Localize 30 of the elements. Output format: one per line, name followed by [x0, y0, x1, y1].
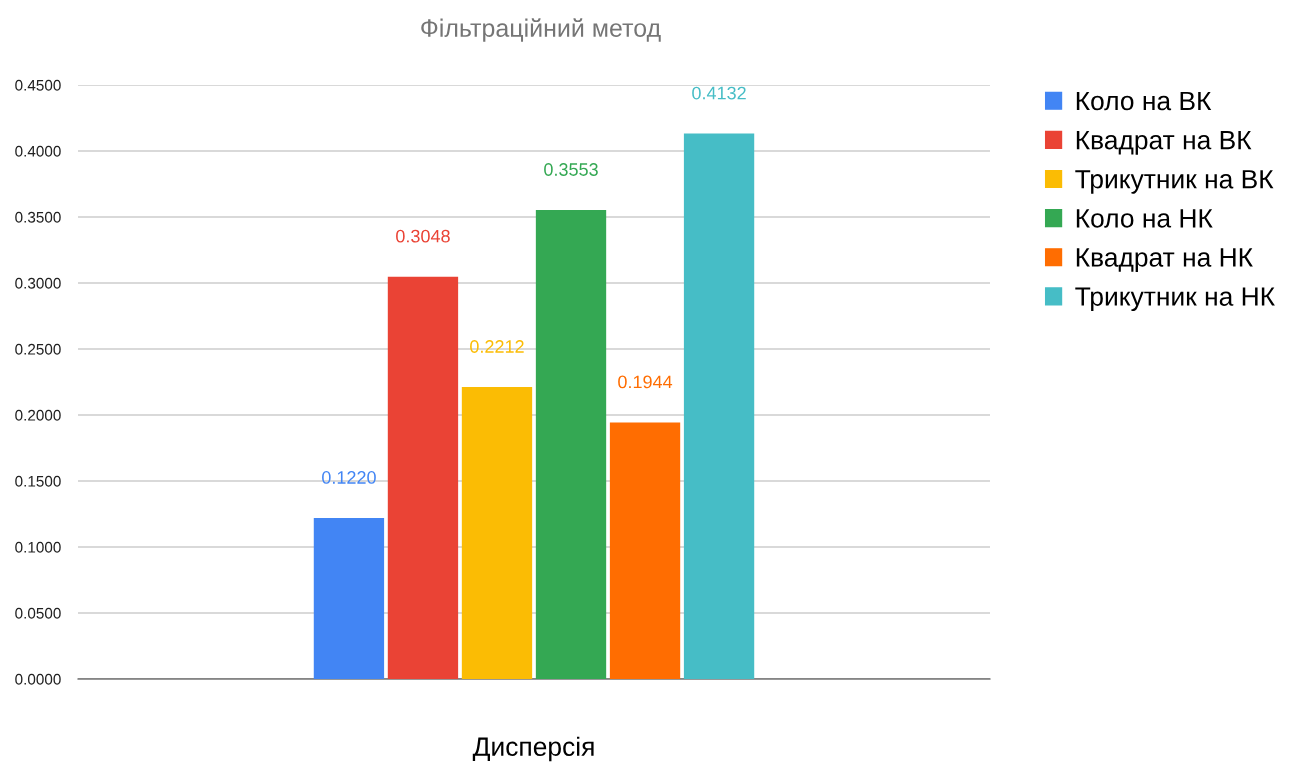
y-tick-label: 0.4500	[15, 79, 61, 91]
data-label: 0.3048	[396, 229, 450, 243]
data-label: 0.4132	[692, 86, 746, 100]
legend-label: Квадрат на ВК	[1076, 131, 1252, 155]
x-axis-title: Дисперсія	[472, 736, 594, 762]
y-tick-label: 0.2500	[15, 343, 61, 355]
data-label: 0.2212	[470, 340, 524, 353]
bar	[313, 517, 385, 679]
legend-label: Трикутник на НК	[1075, 287, 1275, 312]
bar	[683, 133, 755, 679]
legend-label: Коло на НК	[1076, 209, 1213, 228]
bar	[609, 422, 681, 679]
y-tick-label: 0.1500	[15, 475, 61, 487]
bar	[535, 210, 607, 679]
data-label: 0.1220	[322, 471, 376, 484]
y-tick-label: 0.0500	[15, 607, 61, 619]
y-tick-label: 0.1000	[15, 541, 61, 553]
data-label: 0.1944	[618, 375, 673, 389]
legend-label: Трикутник на ВК	[1075, 170, 1274, 194]
y-tick-label: 0.4000	[15, 145, 61, 157]
y-tick-label: 0.3000	[15, 277, 61, 289]
data-label: 0.3553	[544, 163, 598, 176]
chart-title: Фільтраційний метод	[421, 18, 661, 42]
legend-label: Коло на ВК	[1076, 91, 1212, 111]
y-tick-label: 0.3500	[15, 211, 61, 223]
legend-label: Квадрат на НК	[1076, 248, 1253, 272]
bar	[461, 387, 533, 679]
y-tick-label: 0.0000	[15, 673, 61, 685]
y-tick-label: 0.2000	[15, 409, 61, 421]
bar	[387, 276, 459, 679]
